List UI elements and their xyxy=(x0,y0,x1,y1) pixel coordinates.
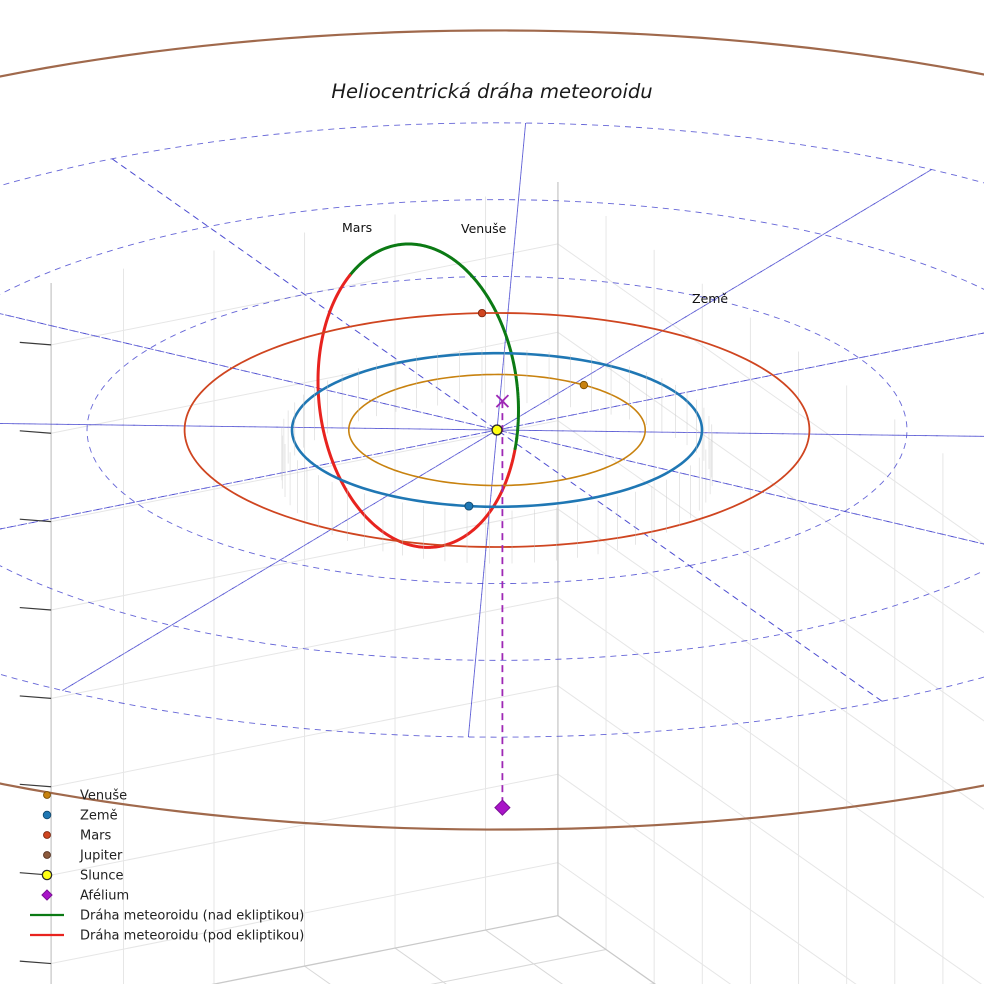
legend-item: Venuše xyxy=(43,789,127,804)
mars-marker xyxy=(477,308,487,318)
z-tick-mark xyxy=(19,430,52,434)
z-tick-mark xyxy=(19,341,52,346)
wall-grid-line xyxy=(51,685,559,788)
polar-grid-spoke xyxy=(0,313,984,545)
floor-grid-line xyxy=(485,929,563,984)
legend-label: Mars xyxy=(80,829,112,844)
wall-grid-line xyxy=(51,420,559,523)
wall-grid-line xyxy=(557,420,984,722)
wall-grid-line xyxy=(51,773,559,876)
wall-grid-line xyxy=(557,862,732,984)
orbit-země xyxy=(290,351,704,509)
legend-circle-swatch xyxy=(43,851,51,859)
legend-item: Jupiter xyxy=(43,849,123,864)
wall-grid-line xyxy=(557,331,984,634)
meteoroid-track-above xyxy=(348,242,520,441)
slunce-marker xyxy=(491,424,503,436)
z-tick-mark xyxy=(19,695,52,699)
venue-marker xyxy=(579,380,589,390)
legend-item: Země xyxy=(42,809,118,824)
polar-grid-spoke xyxy=(0,313,984,545)
wall-grid-line xyxy=(51,862,559,965)
zem-marker xyxy=(464,501,474,511)
legend-item: Afélium xyxy=(41,889,129,904)
wall-grid-line xyxy=(51,331,559,434)
polar-grid-ring xyxy=(0,199,984,661)
aflium-marker xyxy=(494,799,511,816)
zeme-label: Země xyxy=(692,291,728,306)
wall-grid-line xyxy=(557,508,984,810)
legend-label: Afélium xyxy=(80,889,129,904)
legend-circle-swatch xyxy=(42,810,52,820)
venuse-label: Venuše xyxy=(461,221,507,236)
wall-grid-line xyxy=(557,773,857,984)
mars-label: Mars xyxy=(342,220,372,235)
legend-circle-swatch xyxy=(41,869,53,881)
aphelion-cross-icon xyxy=(495,394,510,408)
wall-grid-line xyxy=(51,508,559,611)
legend-item: Slunce xyxy=(41,869,124,884)
wall-grid-line xyxy=(557,685,983,984)
legend-circle-swatch xyxy=(43,791,51,799)
legend-circle-swatch xyxy=(43,831,51,839)
legend-diamond-swatch xyxy=(41,889,53,901)
z-tick-mark xyxy=(19,606,52,611)
orbit-mars xyxy=(183,312,811,548)
axis-box-floor xyxy=(211,914,657,984)
z-tick-mark xyxy=(19,518,52,523)
floor-grid-line xyxy=(430,949,607,984)
legend-label: Dráha meteoroidu (pod ekliptikou) xyxy=(80,929,304,944)
legend-item: Dráha meteoroidu (nad ekliptikou) xyxy=(30,909,304,924)
legend-label: Dráha meteoroidu (nad ekliptikou) xyxy=(80,909,304,924)
legend-label: Země xyxy=(80,809,118,824)
floor-grid-line xyxy=(394,947,447,984)
legend-label: Venuše xyxy=(80,789,127,804)
plot-title: Heliocentrická dráha meteoroidu xyxy=(331,80,652,103)
legend-label: Slunce xyxy=(80,869,124,884)
legend-item: Mars xyxy=(43,829,112,844)
meteoroid-track-above xyxy=(513,437,519,451)
orbit-venuše xyxy=(347,373,647,487)
z-tick-mark xyxy=(19,783,52,788)
legend-item: Dráha meteoroidu (pod ekliptikou) xyxy=(30,929,304,944)
wall-grid-line xyxy=(557,243,984,545)
legend-label: Jupiter xyxy=(79,849,123,864)
wall-grid-line xyxy=(557,597,984,899)
wall-grid-line xyxy=(51,596,559,699)
polar-grid-spoke xyxy=(111,158,883,702)
z-tick-mark xyxy=(19,960,52,965)
